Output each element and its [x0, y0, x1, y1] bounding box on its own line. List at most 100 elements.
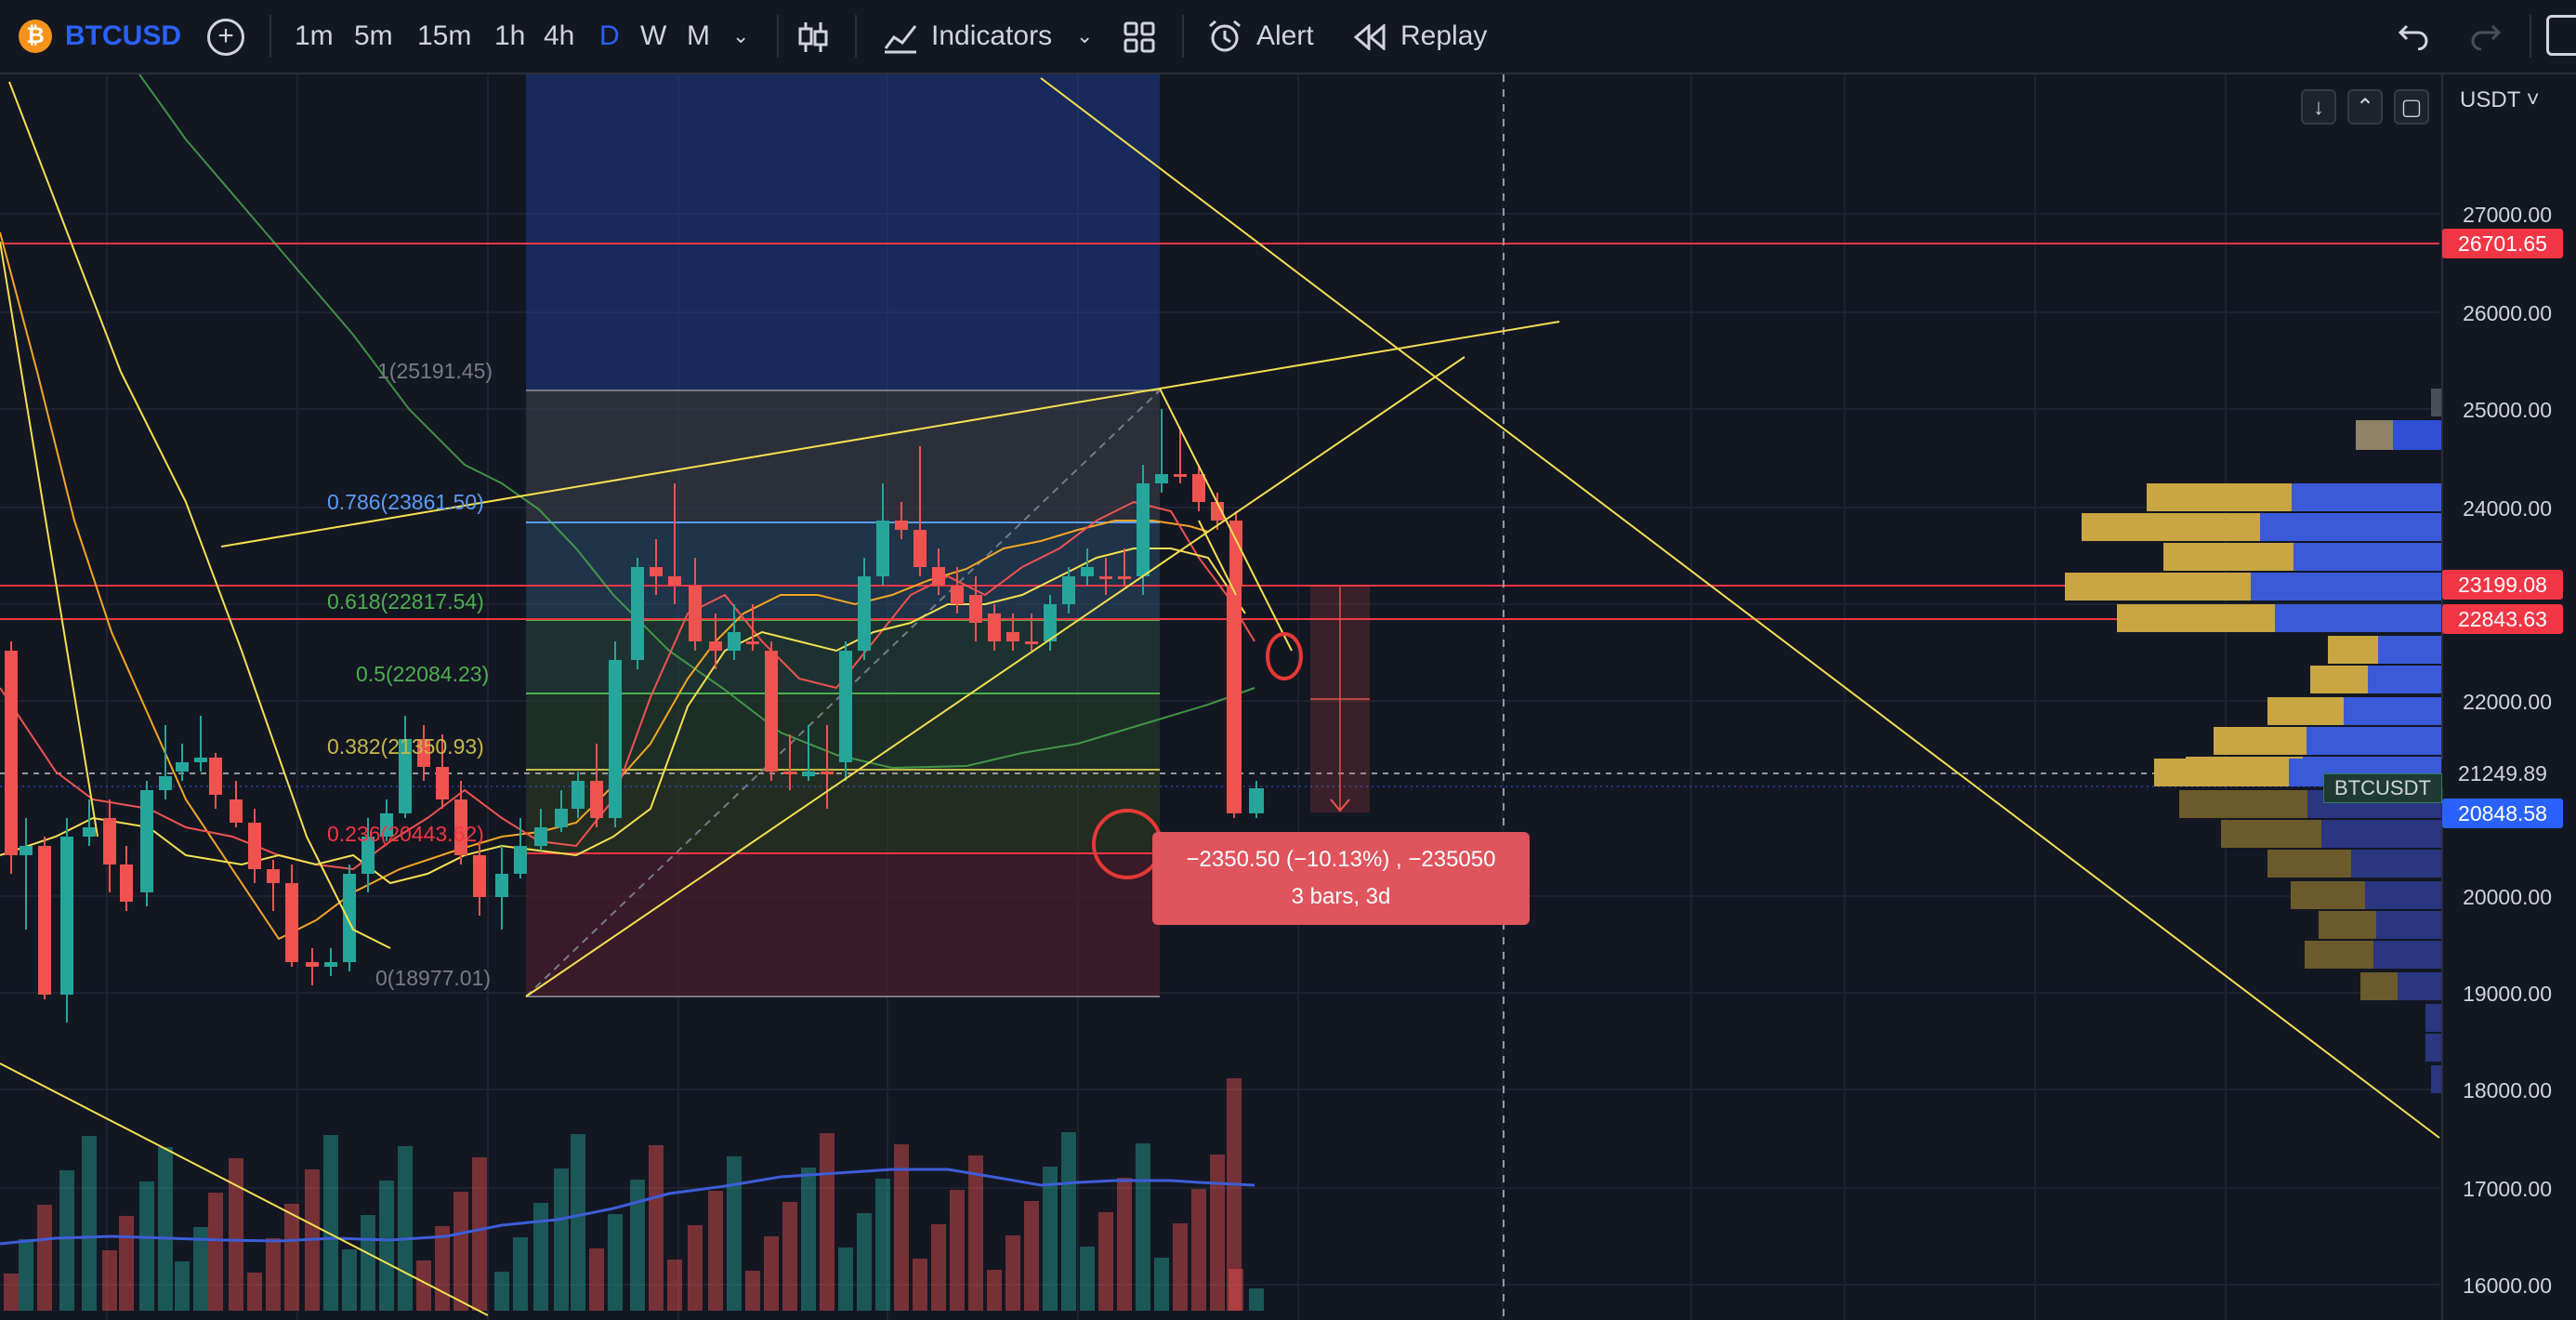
volume-bar [119, 1216, 134, 1311]
volume-bar [688, 1225, 703, 1311]
candle-body [746, 641, 759, 644]
volume-bar [1005, 1235, 1020, 1311]
interval-m[interactable]: M [687, 20, 710, 51]
indicators-icon[interactable] [883, 20, 918, 54]
candle-body [821, 772, 834, 774]
candles-icon[interactable] [797, 20, 829, 54]
volume-bar [630, 1180, 645, 1311]
candle-body [802, 772, 815, 776]
collapse-icon[interactable]: ⌃ [2347, 89, 2383, 125]
volume-bar [857, 1213, 872, 1311]
volume-bar [1210, 1155, 1225, 1311]
volume-bar [342, 1249, 357, 1311]
volume-bar [472, 1157, 487, 1311]
fullscreen-button[interactable] [2546, 15, 2576, 56]
interval-d[interactable]: D [599, 20, 620, 51]
volume-bar [968, 1155, 983, 1311]
price-badge-23199: 23199.08 [2442, 570, 2563, 600]
volume-bar [323, 1135, 338, 1311]
candle-body [454, 799, 467, 855]
symbol-name[interactable]: BTCUSD [65, 20, 181, 51]
volume-bar [139, 1181, 154, 1311]
fib-retracement[interactable] [525, 74, 1161, 997]
candle-body [361, 837, 375, 874]
candle-body [534, 827, 547, 846]
chevron-down-icon[interactable]: ⌄ [1076, 24, 1094, 47]
volume-bar [649, 1145, 664, 1311]
price-scale[interactable]: USDT ˅ [2441, 74, 2576, 1320]
undo-icon[interactable] [2398, 22, 2431, 50]
volume-bar [379, 1181, 394, 1311]
price-tick: 20000.00 [2463, 885, 2552, 909]
interval-5m[interactable]: 5m [354, 20, 393, 51]
toolbar-divider [269, 15, 271, 58]
volume-bar [37, 1205, 52, 1311]
moving-average-green [138, 74, 1255, 770]
volume-bar [745, 1271, 760, 1311]
fit-screen-icon[interactable]: ▢ [2394, 89, 2429, 125]
price-range-measure[interactable] [1310, 586, 1370, 812]
chevron-down-icon[interactable]: ⌄ [732, 24, 750, 47]
volume-bar [1227, 1078, 1242, 1311]
redo-icon[interactable] [2468, 22, 2502, 50]
candle-body [473, 855, 486, 897]
volume-bar [229, 1158, 243, 1311]
plus-circle-icon[interactable]: + [207, 19, 244, 56]
candle-body [932, 567, 945, 586]
candle-body [380, 813, 393, 837]
volume-bar [1117, 1178, 1132, 1311]
volume-bar [1191, 1189, 1206, 1311]
candle-body [1192, 474, 1205, 502]
measure-bars: 3 bars, 3d [1291, 884, 1391, 909]
interval-1m[interactable]: 1m [295, 20, 334, 51]
candle-body [399, 739, 412, 813]
volume-bar [727, 1156, 742, 1311]
horizontal-levels [0, 74, 2439, 1320]
candle-body [306, 962, 319, 967]
candle-body [20, 846, 33, 855]
currency-selector[interactable]: USDT ˅ [2460, 87, 2540, 112]
alert-button[interactable]: Alert [1256, 20, 1314, 51]
volume-bar [913, 1259, 927, 1311]
volume-bar [894, 1144, 909, 1311]
volume-bar [247, 1273, 262, 1311]
candle-body [631, 567, 644, 660]
candle-body [5, 651, 18, 855]
grid-icon[interactable] [1123, 20, 1156, 54]
price-tick: 17000.00 [2463, 1177, 2552, 1201]
volume-bar [494, 1272, 509, 1311]
interval-15m[interactable]: 15m [417, 20, 472, 51]
volume-bar [193, 1227, 208, 1311]
indicators-button[interactable]: Indicators [931, 20, 1053, 51]
interval-4h[interactable]: 4h [544, 20, 575, 51]
candle-body [765, 651, 778, 772]
volume-bar [931, 1224, 946, 1311]
alarm-clock-icon[interactable] [1206, 19, 1243, 54]
candle-body [38, 846, 51, 995]
volume-bar [416, 1261, 431, 1311]
candle-body [514, 846, 527, 874]
volume-bar [361, 1215, 375, 1311]
interval-1h[interactable]: 1h [494, 20, 526, 51]
interval-w[interactable]: W [640, 20, 667, 51]
candle-body [1118, 576, 1131, 579]
candle-body [1155, 474, 1168, 483]
candle-body [103, 818, 116, 865]
volume-bar [59, 1170, 74, 1311]
candle-body [230, 799, 243, 823]
candle-body [609, 660, 622, 818]
candle-body [858, 576, 871, 651]
price-tick: 16000.00 [2463, 1274, 2552, 1298]
price-tick: 26000.00 [2463, 301, 2552, 325]
moving-average-orange [0, 231, 1209, 941]
toolbar-divider [2530, 15, 2531, 58]
fib-label-0: 0(18977.01) [375, 966, 492, 990]
volume-bar [1061, 1132, 1076, 1311]
chart-canvas[interactable] [0, 74, 2576, 1320]
volume-bar [175, 1261, 190, 1311]
price-badge-22843: 22843.63 [2442, 604, 2563, 634]
candle-body [176, 762, 189, 772]
scroll-down-icon[interactable]: ↓ [2301, 89, 2336, 125]
replay-button[interactable]: Replay [1400, 20, 1488, 51]
rewind-icon[interactable] [1354, 24, 1387, 50]
